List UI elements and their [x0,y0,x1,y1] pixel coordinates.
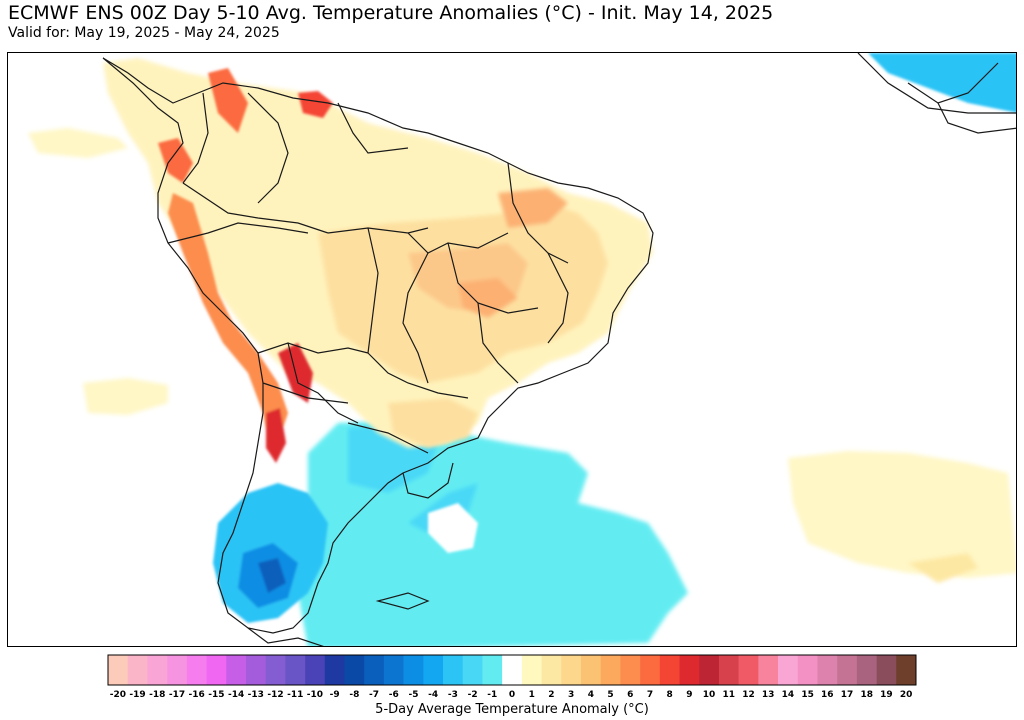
colorbar-swatch [561,655,582,685]
colorbar-swatch [778,655,799,685]
colorbar-swatch [600,655,621,685]
chart-title: ECMWF ENS 00Z Day 5-10 Avg. Temperature … [8,2,774,24]
colorbar-tick-label: -20 [110,690,126,700]
colorbar-tick-label: -15 [208,690,224,700]
colorbar-swatch [837,655,858,685]
colorbar-swatch [167,655,188,685]
colorbar-swatch [580,655,601,685]
colorbar-swatch [620,655,641,685]
valid-dates: Valid for: May 19, 2025 - May 24, 2025 [8,25,280,41]
country-borders [102,53,1016,646]
colorbar-tick-label: 11 [723,690,736,700]
colorbar-swatch [659,655,680,685]
colorbar-tick-label: 20 [900,690,913,700]
anomaly-map [7,52,1017,647]
colorbar-tick-label: -3 [448,690,458,700]
colorbar-swatch [521,655,542,685]
colorbar-label: 5-Day Average Temperature Anomaly (°C) [375,702,649,717]
colorbar-swatch [876,655,897,685]
colorbar-swatch [640,655,661,685]
colorbar-tick-label: 8 [667,690,673,700]
neutral-patch [428,503,478,553]
colorbar-tick-label: -10 [307,690,323,700]
colorbar-tick-label: -8 [349,690,359,700]
colorbar-swatch [265,655,286,685]
colorbar-swatch [699,655,720,685]
colorbar-swatch [403,655,424,685]
colorbar-tick-label: 0 [509,690,515,700]
colorbar-swatch [285,655,306,685]
colorbar-tick-label: 4 [588,690,594,700]
colorbar-tick-label: 18 [860,690,873,700]
colorbar-swatch [383,655,404,685]
colorbar-tick-label: -14 [228,690,244,700]
colorbar-tick-label: 13 [762,690,775,700]
colorbar-tick-label: 7 [647,690,653,700]
colorbar-swatch [147,655,168,685]
colorbar-tick-label: 19 [880,690,893,700]
cold-anomaly-patagonia [213,53,1016,623]
colorbar-swatch [423,655,444,685]
colorbar-swatch [245,655,266,685]
colorbar-tick-label: -2 [468,690,478,700]
colorbar-tick-label: 17 [841,690,854,700]
colorbar-tick-label: 15 [801,690,814,700]
colorbar-tick-label: -9 [330,690,340,700]
colorbar-tick-label: -12 [267,690,283,700]
colorbar-tick-label: 9 [686,690,692,700]
colorbar-tick-label: 14 [782,690,795,700]
colorbar-swatch [856,655,877,685]
colorbar-tick-label: 3 [568,690,574,700]
colorbar-swatch [108,655,129,685]
colorbar-swatch [502,655,523,685]
colorbar-tick-label: 6 [627,690,633,700]
colorbar-tick-label: 10 [703,690,716,700]
colorbar-svg: -20 -19 -18 -17 -16 -15 -14 -13 -12 -11 -10 -9 -8 -7-… [107,654,917,700]
colorbar-tick-label: 1 [529,690,535,700]
colorbar-tick-label: -19 [129,690,145,700]
colorbar-swatch [738,655,759,685]
colorbar-tick-label: -16 [189,690,205,700]
colorbar-swatch [758,655,779,685]
colorbar-swatch [817,655,838,685]
colorbar-tick-label: 5 [607,690,613,700]
colorbar-tick-label: 2 [548,690,554,700]
map-canvas [28,53,1016,646]
colorbar-swatch [186,655,207,685]
colorbar-swatch [541,655,562,685]
colorbar-swatch [896,655,917,685]
cold-anomaly-ocean [298,421,688,646]
colorbar-swatch [462,655,483,685]
colorbar-swatch [206,655,227,685]
colorbar-tick-label: -17 [169,690,185,700]
colorbar-swatch [324,655,345,685]
colorbar-swatch [226,655,247,685]
warm-anomaly-moderate [318,188,608,448]
colorbar-tick-label: -5 [408,690,418,700]
colorbar-swatch [364,655,385,685]
colorbar-swatch [679,655,700,685]
colorbar-swatch [127,655,148,685]
colorbar-tick-label: -1 [487,690,497,700]
colorbar-tick-label: -6 [389,690,399,700]
colorbar: -20 -19 -18 -17 -16 -15 -14 -13 -12 -11 -10 -9 -8 -7-… [107,654,917,700]
hot-anomaly-andes [158,68,333,463]
colorbar-swatch [482,655,503,685]
colorbar-swatch [718,655,739,685]
colorbar-swatch [797,655,818,685]
colorbar-swatch [305,655,326,685]
colorbar-tick-label: 16 [821,690,834,700]
colorbar-tick-label: -11 [287,690,303,700]
colorbar-border [107,654,917,686]
colorbar-swatch [443,655,464,685]
colorbar-tick-label: -18 [149,690,165,700]
colorbar-tick-label: -13 [248,690,264,700]
colorbar-tick-label: -7 [369,690,379,700]
colorbar-swatch [344,655,365,685]
colorbar-tick-label: 12 [742,690,755,700]
colorbar-tick-label: -4 [428,690,438,700]
